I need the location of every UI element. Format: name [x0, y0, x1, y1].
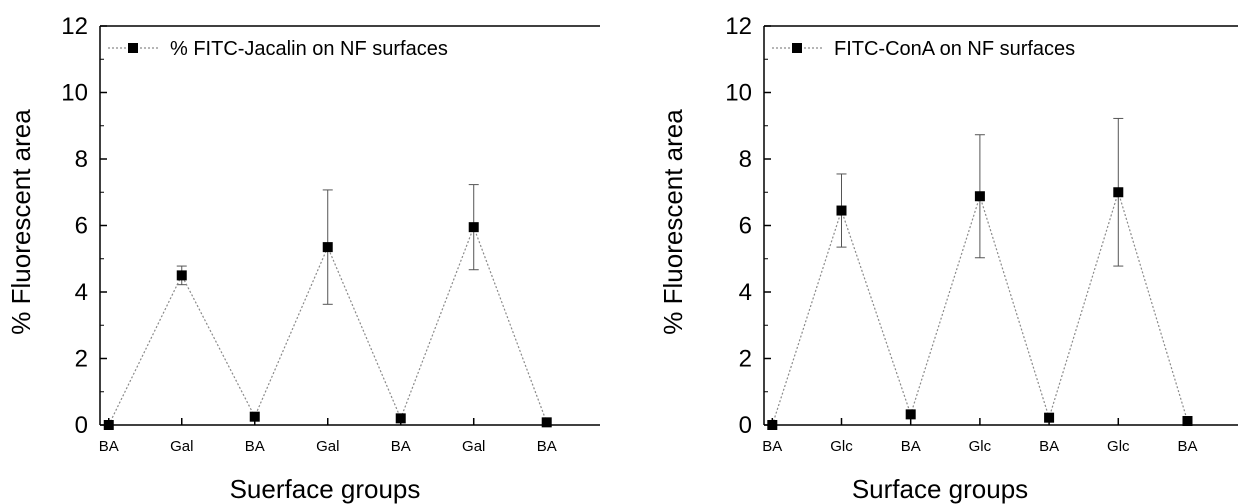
x-tick-label: Glc	[1107, 438, 1130, 455]
data-point	[905, 409, 916, 420]
legend-marker	[128, 43, 138, 53]
y-axis-title: % Fluorescent area	[6, 109, 36, 335]
x-tick-label: Glc	[830, 438, 853, 455]
y-tick-label: 6	[75, 213, 88, 240]
y-tick-label: 2	[739, 346, 752, 373]
legend-label: FITC-ConA on NF surfaces	[834, 38, 1075, 60]
data-point	[176, 270, 187, 281]
x-tick-label: BA	[537, 438, 557, 455]
data-point	[322, 242, 333, 253]
y-tick-label: 0	[739, 412, 752, 439]
y-tick-label: 12	[725, 13, 752, 40]
cona-chart-panel: 0 2 4 6 8 10 12 BA Glc BA Glc BA Glc BA FITC-ConA on…	[622, 0, 1244, 504]
x-tick-label: Glc	[969, 438, 992, 455]
jacalin-chart: 0 2 4 6 8 10 12 BA Gal BA Gal BA Gal BA % FITC-Jacal…	[6, 13, 600, 504]
x-tick-label: BA	[1039, 438, 1059, 455]
y-tick-label: 8	[739, 146, 752, 173]
x-tick-label: BA	[245, 438, 265, 455]
y-tick-label: 12	[61, 13, 88, 40]
x-axis-title: Surface groups	[852, 474, 1028, 504]
x-tick-label: BA	[901, 438, 921, 455]
y-tick-label: 10	[61, 80, 88, 107]
legend-marker	[792, 43, 802, 53]
legend-label: % FITC-Jacalin on NF surfaces	[170, 38, 448, 60]
data-point	[249, 411, 260, 422]
data-point	[836, 205, 847, 216]
x-axis-title: Suerface groups	[230, 474, 421, 504]
data-point	[468, 222, 479, 233]
x-tick-label: Gal	[316, 438, 339, 455]
data-point	[1113, 187, 1124, 198]
cona-chart: 0 2 4 6 8 10 12 BA Glc BA Glc BA Glc BA FITC-ConA on…	[658, 13, 1238, 504]
x-tick-label: Gal	[170, 438, 193, 455]
x-tick-label: Gal	[462, 438, 485, 455]
y-tick-label: 6	[739, 213, 752, 240]
x-tick-label: BA	[99, 438, 119, 455]
x-tick-label: BA	[1177, 438, 1197, 455]
y-tick-label: 0	[75, 412, 88, 439]
y-tick-label: 8	[75, 146, 88, 173]
y-tick-label: 4	[739, 279, 752, 306]
y-axis-title: % Fluorescent area	[658, 109, 688, 335]
y-tick-label: 2	[75, 346, 88, 373]
x-tick-label: BA	[391, 438, 411, 455]
y-tick-label: 4	[75, 279, 88, 306]
data-point	[1044, 412, 1055, 423]
jacalin-chart-panel: 0 2 4 6 8 10 12 BA Gal BA Gal BA Gal BA % FITC-Jacal…	[6, 13, 600, 504]
data-point	[974, 191, 985, 202]
x-tick-label: BA	[762, 438, 782, 455]
y-tick-label: 10	[725, 80, 752, 107]
